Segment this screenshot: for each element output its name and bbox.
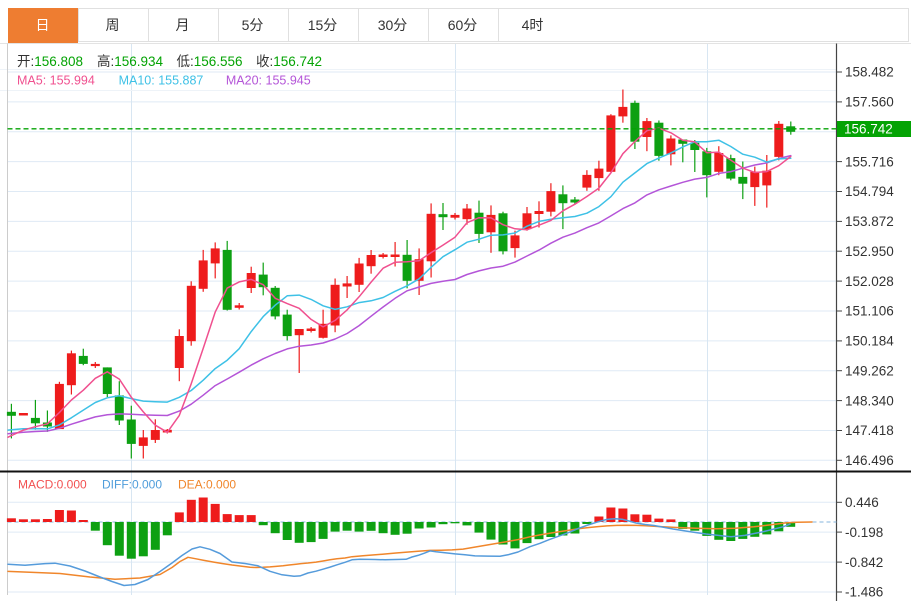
svg-text:147.418: 147.418 xyxy=(845,423,894,438)
svg-text:收:156.742: 收:156.742 xyxy=(256,54,322,69)
svg-text:MA10: 155.887: MA10: 155.887 xyxy=(119,74,204,88)
svg-text:155.716: 155.716 xyxy=(845,154,894,169)
svg-text:152.028: 152.028 xyxy=(845,274,894,289)
svg-text:154.794: 154.794 xyxy=(845,184,894,199)
svg-text:MA20: 155.945: MA20: 155.945 xyxy=(226,74,311,88)
svg-text:MACD:0.000: MACD:0.000 xyxy=(18,478,87,492)
svg-text:0.446: 0.446 xyxy=(845,495,879,510)
svg-text:MA5: 155.994: MA5: 155.994 xyxy=(17,74,95,88)
svg-text:153.872: 153.872 xyxy=(845,214,894,229)
svg-text:高:156.934: 高:156.934 xyxy=(97,53,164,69)
svg-text:149.262: 149.262 xyxy=(845,363,894,378)
svg-text:开:156.808: 开:156.808 xyxy=(17,54,83,69)
svg-text:DEA:0.000: DEA:0.000 xyxy=(178,478,236,492)
svg-text:146.496: 146.496 xyxy=(845,453,894,468)
svg-text:-0.842: -0.842 xyxy=(845,555,883,570)
svg-text:148.340: 148.340 xyxy=(845,393,894,408)
svg-text:-0.198: -0.198 xyxy=(845,525,883,540)
svg-text:-1.486: -1.486 xyxy=(845,585,883,600)
svg-text:158.482: 158.482 xyxy=(845,65,894,80)
svg-text:151.106: 151.106 xyxy=(845,304,894,319)
svg-text:157.560: 157.560 xyxy=(845,95,894,110)
svg-text:DIFF:0.000: DIFF:0.000 xyxy=(102,478,162,492)
svg-text:150.184: 150.184 xyxy=(845,334,894,349)
svg-text:152.950: 152.950 xyxy=(845,244,894,259)
svg-text:低:156.556: 低:156.556 xyxy=(177,54,243,69)
svg-text:156.742: 156.742 xyxy=(844,122,893,137)
